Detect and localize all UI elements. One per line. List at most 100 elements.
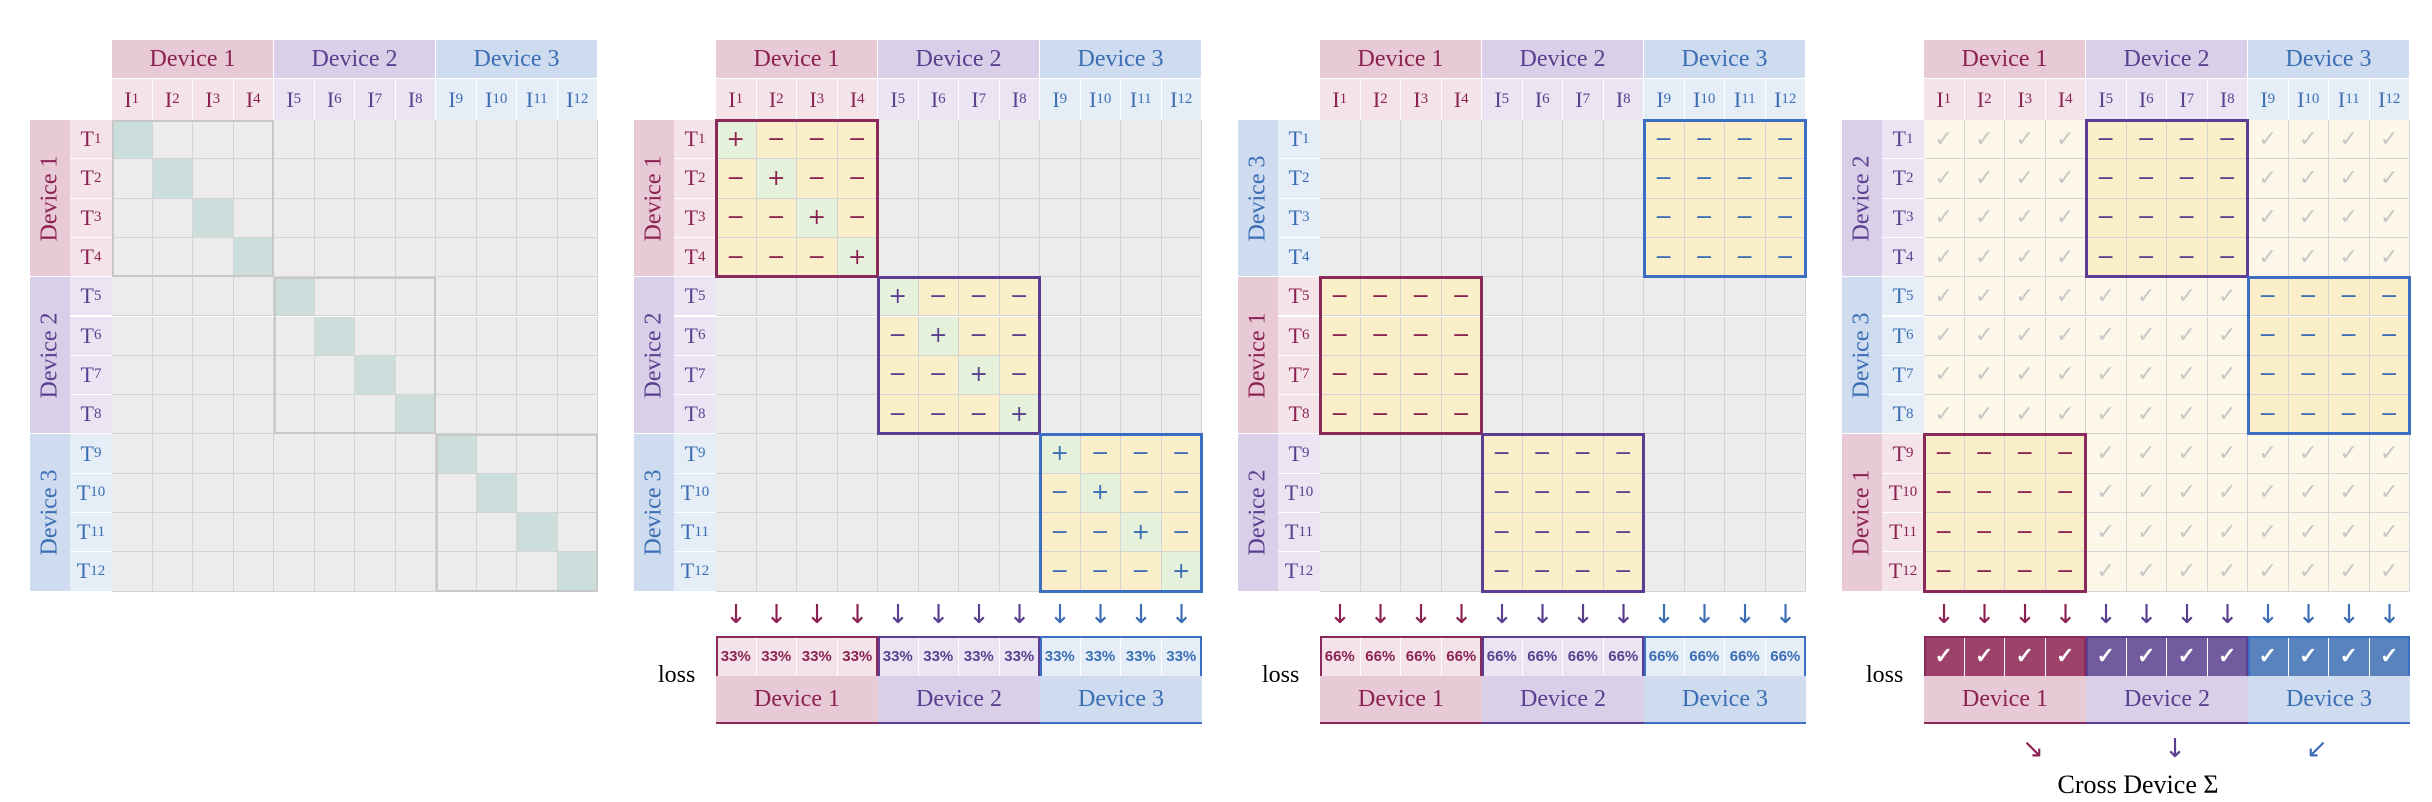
matrix-cell <box>193 434 234 474</box>
loss-value-cell: 33% <box>999 636 1040 676</box>
row-label-letter: T <box>684 165 698 191</box>
column-label-letter: I <box>1936 86 1944 112</box>
matrix-cell: ✓ <box>2167 395 2208 435</box>
matrix-cell <box>314 395 355 435</box>
matrix-cell <box>1644 395 1685 435</box>
matrix-cell <box>1482 198 1523 238</box>
column-label-letter: I <box>1494 86 1502 112</box>
row-label-letter: T <box>1285 519 1299 545</box>
down-arrow-icon: ↓ <box>1130 600 1152 630</box>
row-label-subscript: 10 <box>694 484 710 501</box>
matrix-cell: − <box>1725 120 1766 160</box>
matrix-cell: − <box>1482 473 1523 513</box>
column-label-subscript: 3 <box>816 91 825 107</box>
column-label: I 10 <box>476 78 517 120</box>
row-label-letter: T <box>76 479 91 505</box>
matrix-cell <box>314 237 355 278</box>
matrix-cell <box>557 277 598 317</box>
matrix-cell: − <box>2207 237 2248 278</box>
column-label-letter: I <box>2260 86 2268 112</box>
matrix-cell <box>436 277 477 317</box>
loss-value-cell: 66% <box>1401 636 1442 676</box>
matrix-cell: ✓ <box>2167 513 2208 553</box>
row-label-letter: T <box>1888 558 1903 584</box>
matrix-cell <box>878 198 919 238</box>
row-label: T 10 <box>70 473 112 513</box>
matrix-cell <box>314 355 355 396</box>
matrix-cell <box>395 237 436 278</box>
matrix-cell <box>1040 355 1081 396</box>
matrix-cell <box>274 395 315 435</box>
column-label-letter: I <box>809 86 817 112</box>
row-device-text: Device 2 <box>640 312 667 399</box>
matrix-cell <box>1040 316 1081 356</box>
loss-value-cell: 33% <box>797 636 838 676</box>
down-arrow-icon: ↓ <box>1693 600 1716 630</box>
matrix-cell: ✓ <box>2005 355 2046 396</box>
column-label-subscript: 5 <box>2105 91 2114 107</box>
matrix-cell: ✓ <box>2167 434 2208 474</box>
matrix-cell <box>395 552 436 592</box>
matrix-cell <box>395 120 436 160</box>
row-label-letter: T <box>1888 479 1903 505</box>
column-label-letter: I <box>525 86 534 112</box>
row-device-text: Device 1 <box>1848 469 1875 556</box>
matrix-cell: − <box>1684 198 1725 238</box>
row-label-subscript: 3 <box>1301 209 1310 226</box>
matrix-cell <box>395 316 436 356</box>
matrix-cell: − <box>1765 237 1806 278</box>
matrix-cell: − <box>756 237 797 278</box>
column-label-letter: I <box>1372 86 1381 112</box>
row-label: T 10 <box>1278 473 1320 513</box>
matrix-cell <box>1482 120 1523 160</box>
matrix-cell: − <box>1765 120 1806 160</box>
row-label-letter: T <box>1889 519 1903 545</box>
matrix-cell: − <box>1522 434 1563 474</box>
row-label-letter: T <box>1288 401 1302 427</box>
column-label-letter: I <box>205 86 213 112</box>
row-label-letter: T <box>680 558 695 584</box>
matrix-cell <box>1320 513 1361 553</box>
matrix-cell <box>274 316 315 356</box>
matrix-cell <box>112 395 153 435</box>
matrix-cell: ✓ <box>2086 434 2127 474</box>
matrix-cell: − <box>1121 473 1162 513</box>
column-device-header: Device 1 <box>716 40 878 78</box>
matrix-cell: ✓ <box>2248 198 2289 238</box>
matrix-cell <box>436 198 477 238</box>
column-label-letter: I <box>1011 86 1020 112</box>
matrix-cell: − <box>716 159 757 199</box>
matrix-cell <box>837 473 878 513</box>
matrix-cell <box>1360 237 1401 278</box>
column-label-subscript: 8 <box>2227 91 2235 107</box>
column-label-subscript: 8 <box>415 91 423 107</box>
matrix-cell <box>959 120 1000 160</box>
matrix-cell <box>395 395 436 435</box>
matrix-cell <box>1040 159 1081 199</box>
matrix-cell <box>837 552 878 592</box>
matrix-cell: − <box>2126 198 2167 238</box>
matrix-cell <box>1161 120 1202 160</box>
matrix-cell <box>1522 316 1563 356</box>
matrix-cell <box>1401 434 1442 474</box>
matrix-cell <box>999 120 1040 160</box>
matrix-cell <box>355 552 396 592</box>
column-label-subscript: 6 <box>2146 91 2154 107</box>
row-label-letter: T <box>80 401 94 427</box>
matrix-cell <box>959 513 1000 553</box>
matrix-cell <box>152 159 193 199</box>
matrix-cell <box>756 395 797 435</box>
row-label-letter: T <box>80 244 94 270</box>
matrix-cell: ✓ <box>1964 395 2005 435</box>
